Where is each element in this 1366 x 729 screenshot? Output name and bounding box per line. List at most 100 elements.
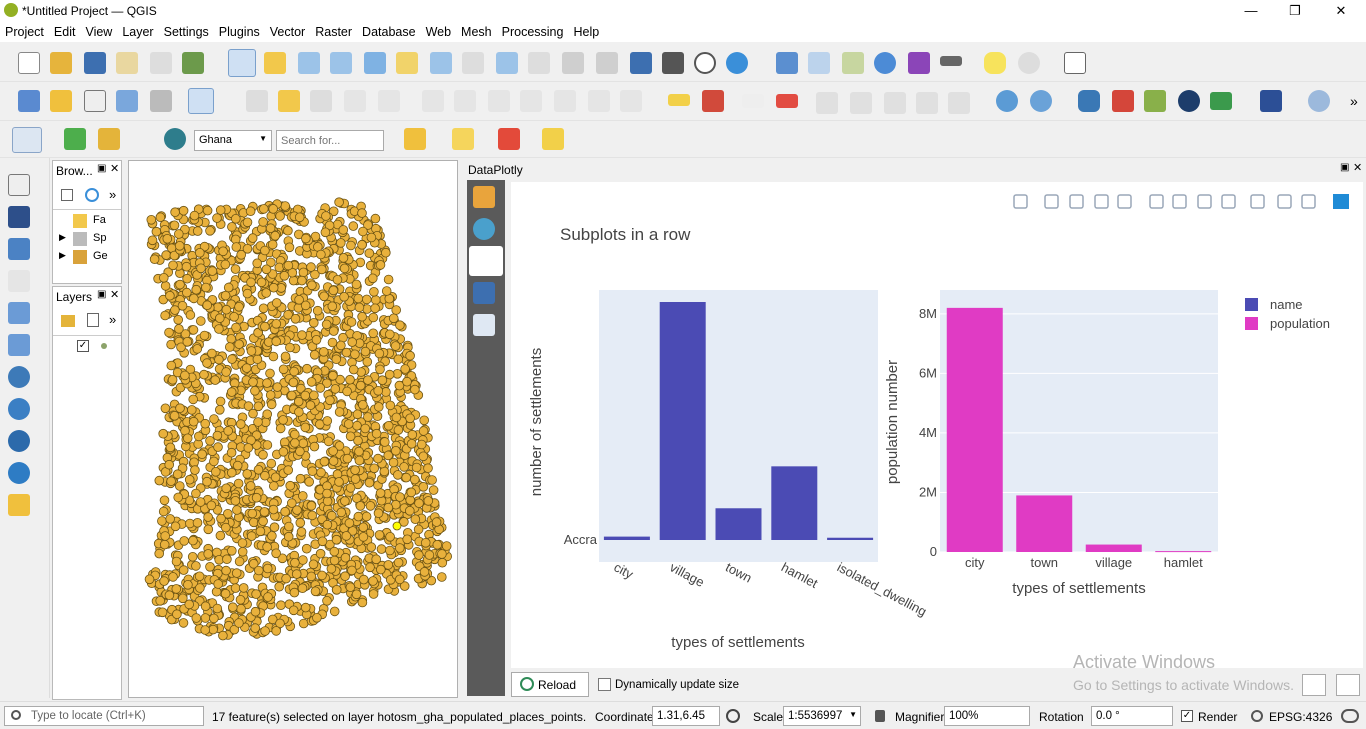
add-selected-icon[interactable] [61, 189, 73, 201]
new-print-layout-icon[interactable] [116, 52, 138, 74]
menu-web[interactable]: Web [425, 25, 452, 39]
temporal-controller-icon[interactable] [694, 52, 716, 74]
add-vector-layer-icon[interactable] [8, 174, 30, 196]
globe-icon[interactable] [1178, 90, 1200, 112]
add-raster-layer-icon[interactable] [8, 206, 30, 228]
add-virtual-layer-icon[interactable] [8, 494, 30, 516]
cut-features-icon[interactable] [488, 90, 510, 112]
label-toolbar-icon[interactable] [668, 94, 690, 106]
menu-processing[interactable]: Processing [501, 25, 564, 39]
plot-settings-icon[interactable] [473, 186, 495, 208]
wms-search-icon[interactable] [1030, 90, 1052, 112]
text-annotation-icon[interactable] [1064, 52, 1086, 74]
render-checkbox[interactable]: ✓ [1181, 710, 1193, 722]
attribute-table-icon[interactable] [808, 52, 830, 74]
menu-view[interactable]: View [85, 25, 113, 39]
field-calculator-icon[interactable] [842, 52, 864, 74]
zoom-out-icon[interactable] [330, 52, 352, 74]
style-manager-icon[interactable] [182, 52, 204, 74]
help-icon[interactable] [473, 282, 495, 304]
python-console-icon[interactable] [1078, 90, 1100, 112]
menu-raster[interactable]: Raster [315, 25, 353, 39]
coordinate-field[interactable]: 1.31,6.45 [652, 706, 720, 726]
new-bookmark-icon[interactable] [630, 52, 652, 74]
identify-features-icon[interactable] [776, 52, 798, 74]
dataplotly-icon[interactable] [12, 127, 42, 153]
overflow-icon[interactable]: » [109, 187, 117, 202]
redo-icon[interactable] [620, 90, 642, 112]
scale-combobox[interactable]: 1:5536997 ▼ [783, 706, 861, 726]
close-icon[interactable]: ✕ [110, 289, 120, 301]
new-geopackage-layer-icon[interactable] [50, 90, 72, 112]
menu-mesh[interactable]: Mesh [461, 25, 492, 39]
measure-line-icon[interactable] [940, 56, 962, 66]
close-icon[interactable]: ✕ [1353, 162, 1363, 174]
magnifier-spinbox[interactable]: 100% [944, 706, 1030, 726]
extents-toggle-icon[interactable] [726, 709, 740, 723]
export-svg-icon[interactable] [1302, 674, 1326, 696]
qgis-search-icon[interactable] [64, 128, 86, 150]
zoom-in-icon[interactable] [298, 52, 320, 74]
new-shapefile-layer-icon[interactable] [84, 90, 106, 112]
menu-project[interactable]: Project [5, 25, 44, 39]
code-view-icon[interactable] [473, 314, 495, 336]
zoom-full-icon[interactable] [364, 52, 386, 74]
plugin-tool-icon[interactable] [1112, 90, 1134, 112]
menu-database[interactable]: Database [362, 25, 416, 39]
current-edits-icon[interactable] [246, 90, 268, 112]
save-project-icon[interactable] [84, 52, 106, 74]
plot-properties-icon[interactable] [473, 218, 495, 240]
locate-input[interactable]: Type to locate (Ctrl+K) [4, 706, 204, 726]
expand-icon[interactable]: ▶ [59, 232, 66, 242]
messages-icon[interactable] [1341, 709, 1359, 723]
paste-features-icon[interactable] [554, 90, 576, 112]
close-button[interactable]: ✕ [1335, 3, 1347, 18]
reload-button[interactable]: Reload [511, 672, 589, 697]
modify-attributes-icon[interactable] [422, 90, 444, 112]
menu-settings[interactable]: Settings [163, 25, 209, 39]
minimize-button[interactable]: — [1244, 3, 1258, 18]
zoom-last-icon[interactable] [496, 52, 518, 74]
add-gpx-layer-icon[interactable] [8, 302, 30, 324]
close-icon[interactable]: ✕ [110, 163, 120, 175]
new-project-icon[interactable] [18, 52, 40, 74]
add-delimited-text-icon[interactable] [8, 270, 30, 292]
expand-icon[interactable]: ▶ [59, 250, 66, 260]
show-hide-labels-icon[interactable] [816, 92, 838, 114]
locator-search-icon[interactable] [164, 128, 186, 150]
float-icon[interactable]: ▣ [97, 163, 107, 174]
deselect-features-icon[interactable] [498, 128, 520, 150]
toggle-editing-icon[interactable] [278, 90, 300, 112]
pan-to-selection-icon[interactable] [264, 52, 286, 74]
browser-item[interactable]: Sp [93, 232, 107, 244]
zoom-to-layer-icon[interactable] [430, 52, 452, 74]
float-icon[interactable]: ▣ [1340, 162, 1350, 173]
overflow-icon[interactable]: » [109, 312, 117, 327]
new-temporary-layer-icon[interactable] [116, 90, 138, 112]
add-wfs-icon[interactable] [8, 462, 30, 484]
delete-selected-icon[interactable] [454, 90, 476, 112]
menu-help[interactable]: Help [573, 25, 600, 39]
new-map-view-icon[interactable] [562, 52, 584, 74]
dynamic-size-checkbox[interactable] [598, 678, 611, 691]
add-group-icon[interactable] [87, 313, 99, 327]
add-spatialite-icon[interactable] [8, 334, 30, 356]
change-label-icon[interactable] [916, 92, 938, 114]
map-tips-icon[interactable] [984, 52, 1006, 74]
zoom-native-icon[interactable] [462, 52, 484, 74]
lock-icon[interactable] [875, 710, 885, 722]
highlight-labels-icon[interactable] [776, 94, 798, 108]
add-point-icon[interactable] [344, 90, 366, 112]
help-contents-icon[interactable] [1260, 90, 1282, 112]
metasearch-icon[interactable] [996, 90, 1018, 112]
new-virtual-layer-icon[interactable] [150, 90, 172, 112]
zoom-to-selection-icon[interactable] [396, 52, 418, 74]
diagram-options-icon[interactable] [702, 90, 724, 112]
refresh-icon[interactable] [85, 188, 99, 202]
plot-view-icon[interactable] [469, 246, 503, 276]
digitize-icon[interactable] [188, 88, 214, 114]
add-postgis-icon[interactable] [8, 366, 30, 388]
pin-labels-icon[interactable] [742, 94, 764, 108]
locator-search-input[interactable] [276, 130, 384, 151]
crs-globe-icon[interactable] [1251, 710, 1263, 722]
